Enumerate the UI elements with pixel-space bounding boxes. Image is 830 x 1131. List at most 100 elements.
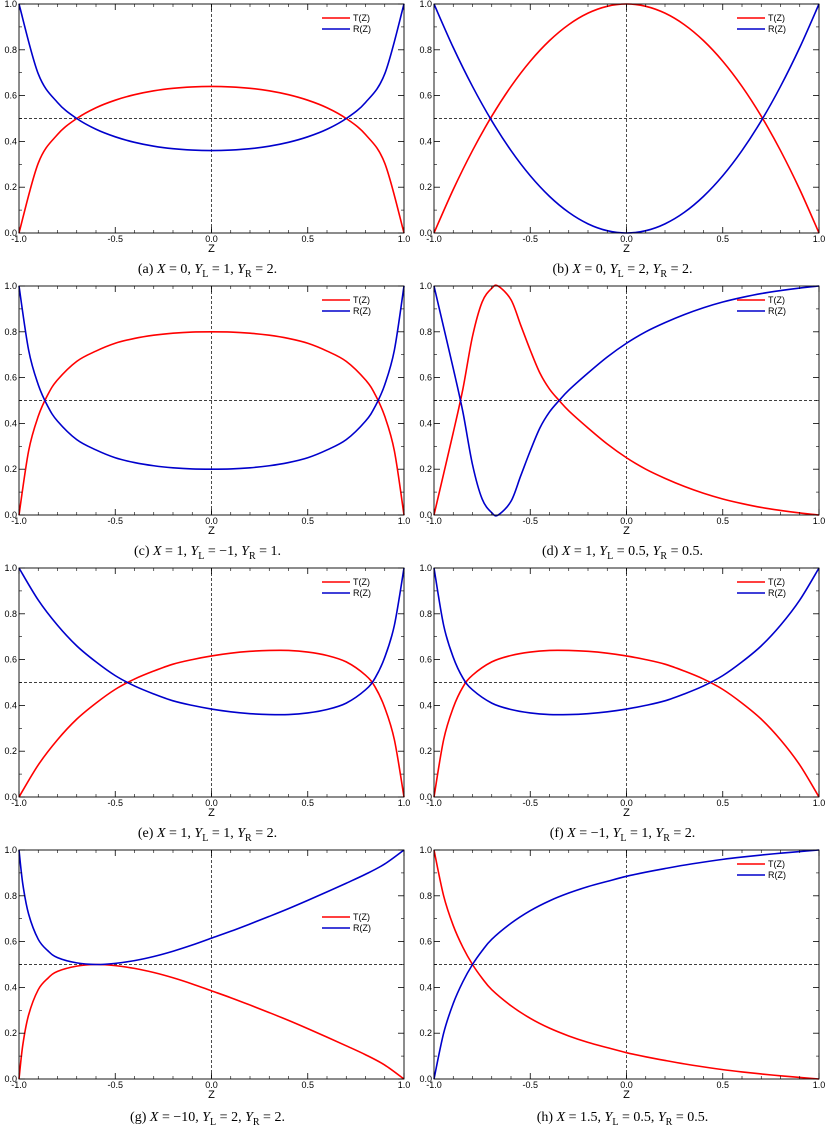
legend-label: R(Z)	[353, 306, 371, 316]
x-tick-label: -0.5	[522, 1080, 538, 1090]
x-tick-label: 0.0	[620, 516, 633, 526]
legend-label: R(Z)	[353, 588, 371, 598]
caption-yr-value: 2	[274, 1110, 282, 1125]
x-tick-label: -0.5	[107, 516, 123, 526]
chart-f: -1.0 -0.5 0.0 0.5 1.0 0.0 0.2 0.4 0.6 0.8 1.0 Z T(Z)…	[419, 563, 825, 819]
caption-yl-value: 1	[223, 826, 231, 841]
legend-label: T(Z)	[353, 295, 370, 305]
y-tick-label: 0.2	[419, 464, 432, 474]
caption-letter: (b)	[552, 262, 569, 277]
x-tick-label: -0.5	[522, 798, 538, 808]
legend-label: T(Z)	[353, 13, 370, 23]
x-tick-label: 1.0	[398, 798, 411, 808]
caption-x-value: 1	[180, 826, 188, 841]
series-line-tz	[18, 649, 405, 798]
x-tick-label: -0.5	[522, 234, 538, 244]
caption-yl-value: 0.5	[633, 1110, 651, 1125]
caption-x-value: 1	[585, 544, 593, 559]
caption-yl-value: 0.5	[628, 544, 646, 559]
y-tick-label: 0.2	[4, 464, 17, 474]
x-tick-label: 0.0	[620, 1080, 633, 1090]
legend-label: T(Z)	[768, 577, 785, 587]
y-tick-label: 0.0	[419, 1074, 432, 1084]
series-line-rz	[18, 849, 405, 966]
x-tick-label: 0.5	[301, 234, 314, 244]
legend-label: T(Z)	[353, 577, 370, 587]
x-tick-label: 0.0	[205, 234, 218, 244]
legend-label: R(Z)	[353, 923, 371, 933]
x-axis-label: Z	[623, 1089, 630, 1101]
x-axis-label: Z	[208, 243, 215, 255]
y-tick-label: 1.0	[419, 281, 432, 291]
series-line-rz	[433, 567, 820, 716]
caption-b: (b) X = 0, YL = 2, YR = 2.	[552, 262, 693, 280]
caption-x-value: 0	[180, 262, 188, 277]
panel-a: -1.0 -0.5 0.0 0.5 1.0 0.0 0.2 0.4 0.6 0.8 1.0 Z T(Z)…	[0, 0, 415, 282]
x-tick-label: -0.5	[107, 1080, 123, 1090]
caption-yr-value: 0.5	[687, 1110, 705, 1125]
x-tick-label: 1.0	[398, 516, 411, 526]
series-line-tz	[18, 85, 405, 234]
caption-x-value: −10	[173, 1110, 196, 1125]
caption-c: (c) X = 1, YL = −1, YR = 1.	[133, 544, 282, 562]
legend-label: R(Z)	[768, 870, 786, 880]
caption-x-value: −1	[590, 826, 606, 841]
y-tick-label: 0.0	[4, 228, 17, 238]
y-tick-label: 0.0	[4, 510, 17, 520]
panel-g: -1.0 -0.5 0.0 0.5 1.0 0.0 0.2 0.4 0.6 0.8 1.0 Z T(Z)…	[0, 845, 415, 1131]
y-tick-label: 0.6	[4, 91, 17, 101]
y-tick-label: 0.0	[419, 510, 432, 520]
x-tick-label: -0.5	[107, 798, 123, 808]
x-tick-label: 0.0	[205, 516, 218, 526]
y-tick-label: 0.4	[419, 418, 432, 428]
x-axis-label: Z	[623, 807, 630, 819]
x-tick-label: 0.0	[620, 234, 633, 244]
y-tick-label: 0.8	[419, 327, 432, 337]
y-tick-label: 1.0	[4, 281, 17, 291]
caption-f: (f) X = −1, YL = 1, YR = 2.	[549, 826, 696, 844]
legend-label: T(Z)	[768, 859, 785, 869]
x-tick-label: 1.0	[813, 516, 826, 526]
y-tick-label: 1.0	[4, 0, 17, 9]
panel-b: -1.0 -0.5 0.0 0.5 1.0 0.0 0.2 0.4 0.6 0.8 1.0 Z T(Z)…	[415, 0, 830, 282]
y-tick-label: 0.4	[419, 700, 432, 710]
caption-yl-value: −1	[219, 544, 235, 559]
y-tick-label: 0.6	[4, 373, 17, 383]
x-tick-label: 1.0	[398, 234, 411, 244]
caption-letter: (c)	[133, 544, 150, 559]
series-line-tz	[18, 331, 405, 516]
y-tick-label: 0.6	[419, 373, 432, 383]
y-tick-label: 0.8	[4, 45, 17, 55]
y-tick-label: 0.6	[419, 655, 432, 665]
legend-label: R(Z)	[768, 24, 786, 34]
y-tick-label: 0.6	[419, 937, 432, 947]
caption-yr-value: 2	[681, 262, 689, 277]
caption-letter: (a)	[137, 262, 154, 277]
x-tick-label: 0.0	[620, 798, 633, 808]
chart-b: -1.0 -0.5 0.0 0.5 1.0 0.0 0.2 0.4 0.6 0.8 1.0 Z T(Z)…	[419, 0, 825, 255]
y-tick-label: 1.0	[4, 845, 17, 855]
x-tick-label: -1.0	[11, 234, 27, 244]
y-tick-label: 1.0	[419, 0, 432, 9]
caption-letter: (h)	[536, 1110, 554, 1125]
x-tick-label: 0.5	[301, 798, 314, 808]
caption-letter: (d)	[542, 544, 559, 559]
y-tick-label: 0.4	[419, 136, 432, 146]
caption-yl-value: 1	[641, 826, 649, 841]
x-tick-label: 0.5	[716, 1080, 729, 1090]
legend-label: T(Z)	[353, 912, 370, 922]
y-tick-label: 0.8	[419, 891, 432, 901]
x-tick-label: 0.5	[716, 234, 729, 244]
x-tick-label: -0.5	[107, 234, 123, 244]
series-line-tz	[433, 284, 820, 516]
y-tick-label: 0.4	[4, 700, 17, 710]
chart-a: -1.0 -0.5 0.0 0.5 1.0 0.0 0.2 0.4 0.6 0.8 1.0 Z T(Z)…	[4, 0, 411, 255]
caption-yr-value: 2	[684, 826, 692, 841]
caption-x-value: 0	[595, 262, 603, 277]
x-tick-label: -1.0	[11, 1080, 27, 1090]
y-tick-label: 0.8	[4, 327, 17, 337]
caption-a: (a) X = 0, YL = 1, YR = 2.	[137, 262, 278, 280]
caption-yl-value: 2	[638, 262, 646, 277]
x-tick-label: -1.0	[11, 798, 27, 808]
